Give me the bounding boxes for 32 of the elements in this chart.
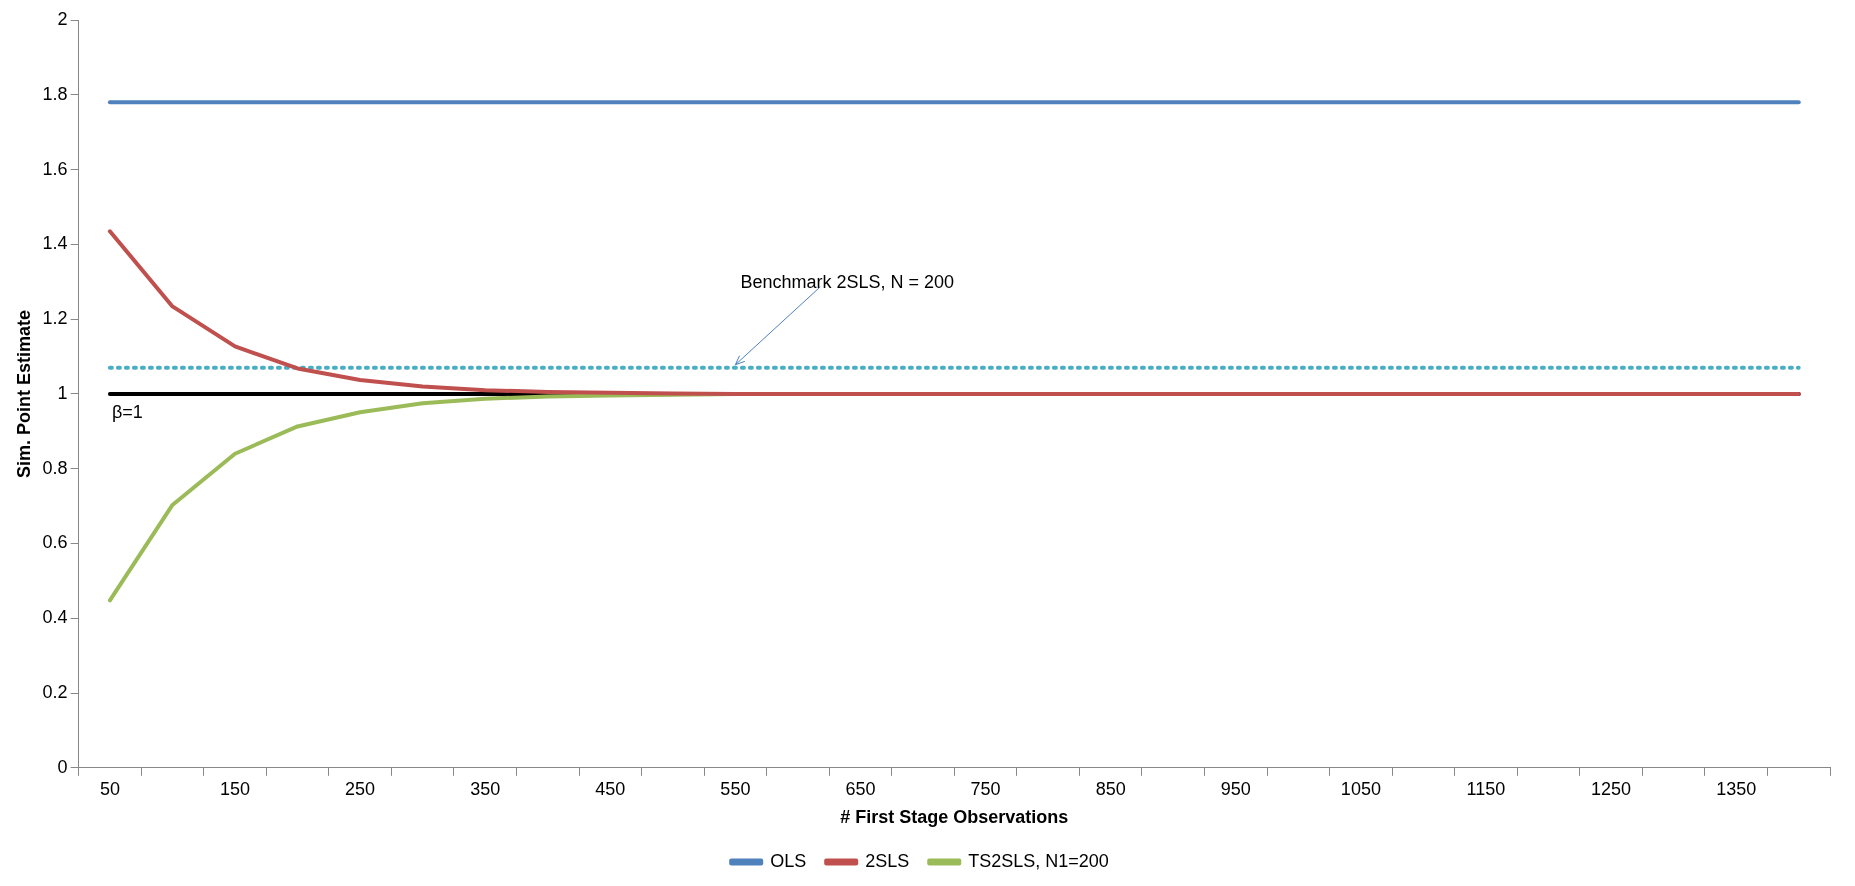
ref-line-label: β=1 (111, 401, 143, 422)
y-tick-label: 1 (57, 382, 68, 403)
x-tick-label: 550 (720, 778, 751, 799)
x-tick-label: 250 (345, 778, 376, 799)
y-tick-label: 0 (57, 756, 68, 777)
x-tick-label: 50 (99, 778, 120, 799)
y-tick-label: 0.4 (42, 607, 68, 628)
x-tick-label: 350 (470, 778, 501, 799)
legend-label: OLS (770, 850, 807, 871)
x-axis-title: # First Stage Observations (840, 807, 1069, 828)
y-axis-title: Sim. Point Estimate (13, 309, 34, 478)
annotation: Benchmark 2SLS, N = 200 (740, 271, 955, 292)
legend-label: 2SLS (865, 850, 910, 871)
y-tick-label: 0.2 (42, 681, 68, 702)
x-tick-label: 750 (970, 778, 1001, 799)
y-tick-label: 1.2 (42, 308, 68, 329)
x-tick-label: 450 (595, 778, 626, 799)
x-tick-label: 1050 (1340, 778, 1381, 799)
x-tick-label: 1250 (1591, 778, 1632, 799)
x-tick-label: 650 (845, 778, 876, 799)
y-tick-label: 1.4 (42, 233, 68, 254)
y-tick-label: 2 (57, 8, 68, 29)
y-tick-label: 1.6 (42, 158, 68, 179)
x-tick-label: 1350 (1716, 778, 1757, 799)
legend-label: TS2SLS, N1=200 (968, 850, 1109, 871)
x-tick-label: 1150 (1466, 778, 1506, 799)
x-tick-label: 150 (219, 778, 251, 799)
y-tick-label: 0.6 (42, 532, 68, 553)
y-tick-label: 0.8 (42, 457, 68, 478)
y-tick-label: 1.8 (42, 83, 68, 104)
x-tick-label: 850 (1095, 778, 1126, 799)
x-tick-label: 950 (1220, 778, 1251, 799)
